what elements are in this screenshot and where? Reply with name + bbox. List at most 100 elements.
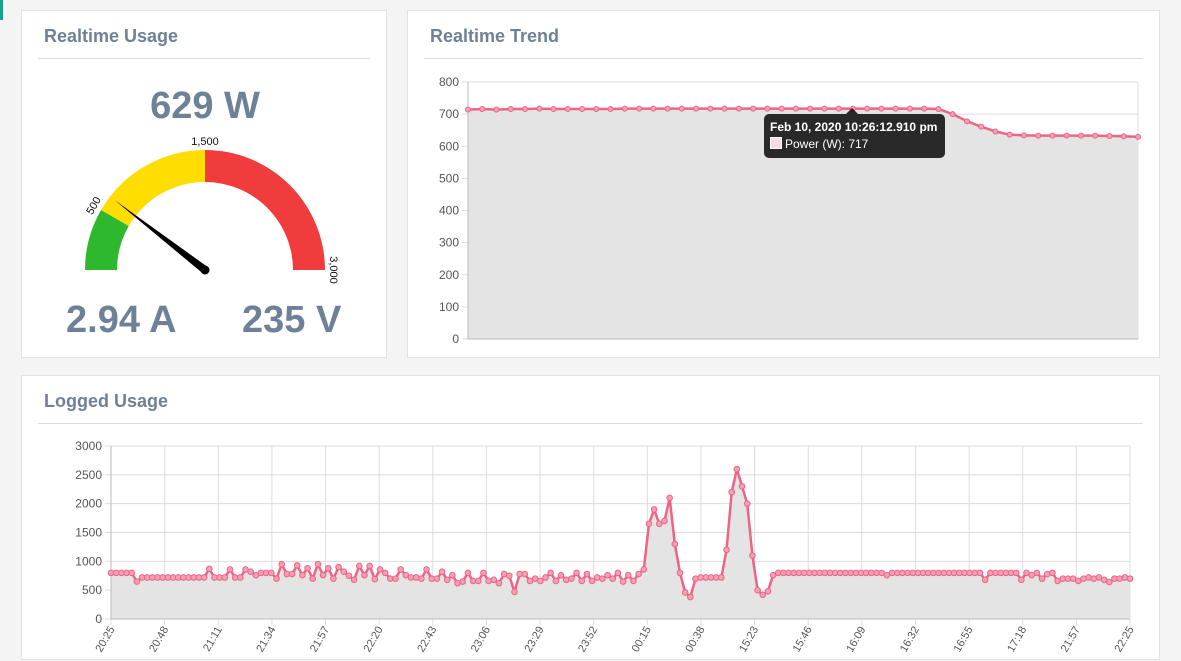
- data-point: [526, 577, 534, 585]
- data-point: [1054, 577, 1061, 585]
- data-point: [721, 105, 728, 112]
- data-point: [821, 105, 828, 112]
- data-point: [288, 570, 296, 578]
- data-point: [835, 105, 842, 112]
- data-point: [754, 586, 761, 594]
- data-point: [750, 105, 757, 112]
- data-point: [666, 494, 673, 502]
- data-point: [1106, 132, 1113, 139]
- data-point: [381, 569, 389, 577]
- data-point: [568, 575, 575, 582]
- data-point: [1023, 569, 1030, 577]
- x-tick-label: 15:23: [737, 625, 761, 655]
- data-point: [552, 577, 560, 585]
- data-point: [636, 105, 643, 112]
- data-point: [573, 569, 580, 577]
- x-tick-label: 21:11: [201, 625, 225, 654]
- data-point: [564, 105, 571, 112]
- data-point: [371, 575, 379, 583]
- data-point: [557, 571, 565, 579]
- data-point: [614, 569, 622, 577]
- data-point: [423, 566, 430, 573]
- data-point: [604, 571, 611, 579]
- data-point: [480, 569, 487, 577]
- tooltip-caret: [846, 108, 858, 114]
- data-point: [1069, 575, 1077, 582]
- data-point: [1080, 575, 1087, 582]
- y-tick-label: 1000: [75, 554, 102, 568]
- data-point: [1049, 132, 1056, 139]
- logged-usage-chart[interactable]: 0 500 1000 1500 2000 2500 3000 20:25 20:48 21:11 2…: [22, 376, 1161, 661]
- data-point: [449, 571, 456, 579]
- data-point: [464, 569, 472, 577]
- data-point: [433, 575, 441, 582]
- data-point: [935, 105, 942, 112]
- data-point: [562, 576, 570, 584]
- data-point: [981, 576, 989, 584]
- tooltip-title: Feb 10, 2020 10:26:12.910 pm: [770, 120, 938, 134]
- data-point: [738, 483, 746, 490]
- realtime-usage-title: Realtime Usage: [44, 26, 179, 46]
- data-point: [242, 566, 249, 573]
- data-point: [681, 589, 689, 596]
- data-point: [978, 123, 985, 130]
- power-readout: 629 W: [150, 85, 260, 127]
- data-point: [252, 571, 260, 579]
- data-point: [728, 488, 736, 496]
- data-point: [237, 574, 244, 581]
- data-point: [319, 571, 327, 579]
- data-point: [392, 575, 399, 582]
- data-point: [511, 588, 518, 596]
- x-tick-label: 17:18: [1005, 625, 1029, 655]
- data-point: [578, 577, 586, 585]
- data-point: [1121, 574, 1129, 581]
- voltage-readout: 235 V: [242, 299, 342, 341]
- data-point: [1095, 574, 1103, 581]
- data-point: [397, 566, 404, 573]
- data-point: [707, 105, 714, 112]
- x-tick-label: 20:25: [93, 625, 117, 655]
- data-point: [507, 105, 514, 112]
- data-point: [293, 562, 301, 569]
- data-point: [1028, 571, 1036, 579]
- realtime-trend-chart[interactable]: 0 100 200 300 400 500 600 700 800: [408, 11, 1161, 359]
- logged-usage-panel: Logged Usage 0 500 1000 1500 2000 2500 3000 20:…: [21, 375, 1160, 660]
- data-point: [366, 562, 373, 570]
- x-tick-label: 21:57: [1059, 625, 1083, 655]
- data-point: [550, 105, 557, 112]
- x-tick-label: 16:09: [844, 625, 868, 655]
- data-point: [593, 574, 601, 581]
- data-point: [619, 578, 627, 585]
- data-point: [807, 105, 814, 112]
- x-tick-label: 16:55: [952, 625, 976, 655]
- data-point: [1120, 133, 1127, 140]
- data-point: [635, 570, 642, 578]
- data-point: [749, 552, 756, 559]
- data-point: [579, 105, 586, 112]
- data-point: [735, 105, 742, 112]
- data-point: [273, 575, 280, 582]
- x-tick-label: 00:15: [630, 625, 654, 655]
- data-point: [609, 575, 617, 582]
- data-point: [537, 577, 544, 585]
- data-point: [1006, 131, 1013, 138]
- data-point: [1018, 576, 1025, 584]
- y-tick-label: 800: [439, 75, 459, 89]
- gauge-label: 3,000: [327, 256, 339, 284]
- data-point: [340, 568, 348, 576]
- data-point: [1090, 575, 1098, 582]
- y-tick-label: 2500: [75, 468, 102, 482]
- data-point: [1077, 132, 1084, 139]
- y-tick-label: 0: [452, 332, 459, 346]
- data-point: [226, 566, 234, 573]
- data-point: [778, 105, 785, 112]
- y-tick-label: 300: [439, 236, 459, 250]
- data-point: [474, 577, 482, 585]
- data-point: [607, 105, 614, 112]
- data-point: [1092, 132, 1099, 139]
- data-point: [1106, 578, 1113, 586]
- data-point: [304, 564, 311, 572]
- chart-tooltip: Feb 10, 2020 10:26:12.910 pm Power (W): …: [764, 108, 946, 158]
- realtime-trend-panel: Realtime Trend 0 100 200 300 400 500 600 700 800…: [407, 10, 1160, 358]
